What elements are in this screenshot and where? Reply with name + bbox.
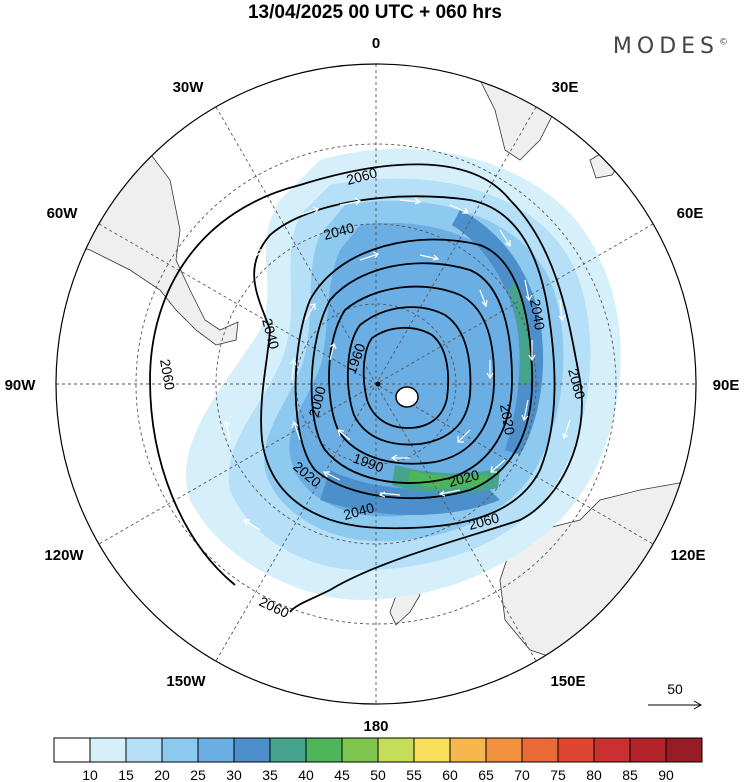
map-title: 13/04/2025 00 UTC + 060 hrs (247, 2, 503, 23)
wind-scale-arrowhead (693, 700, 703, 710)
colorbar-swatch (197, 737, 235, 763)
colorbar-swatch (161, 737, 199, 763)
longitude-labels: 0 30E 60E 90E 120E 150E 180 150W 120W 90… (5, 35, 740, 735)
colorbar-swatch (53, 737, 91, 763)
colorbar-tick-label: 55 (406, 767, 422, 782)
lon-label-150e: 150E (550, 673, 585, 690)
pole-marker (375, 381, 381, 387)
lon-label-120e: 120E (670, 547, 705, 564)
lon-label-180: 180 (363, 718, 388, 735)
map-border (55, 63, 697, 705)
contour-label: 2040 (322, 219, 356, 243)
colorbar-tick-label: 35 (262, 767, 278, 782)
copyright-mark: © (719, 37, 728, 48)
colorbar-tick-label: 80 (586, 767, 602, 782)
lon-label-60e: 60E (677, 205, 704, 222)
colorbar-tick-label: 10 (82, 767, 98, 782)
contour-label: 2040 (342, 499, 376, 523)
colorbar-swatch (125, 737, 163, 763)
colorbar-tick-label: 70 (514, 767, 530, 782)
colorbar-tick-label: 40 (298, 767, 314, 782)
colorbar-tick-label: 30 (226, 767, 242, 782)
brand-text: MODES (612, 34, 719, 59)
contour-label: 2060 (565, 367, 589, 401)
colorbar-swatch (665, 737, 703, 763)
colorbar-tick-label: 20 (154, 767, 170, 782)
colorbar-tick-label: 15 (118, 767, 134, 782)
colorbar-tick-label: 50 (370, 767, 386, 782)
height-contours (149, 163, 583, 613)
lon-label-90w: 90W (5, 377, 37, 394)
lon-label-30w: 30W (173, 79, 205, 96)
colorbar-swatch (629, 737, 667, 763)
brand-logo: MODES© (613, 34, 728, 59)
lon-label-120w: 120W (44, 547, 84, 564)
contour-label: 2040 (259, 317, 283, 351)
contour-label: 2060 (157, 358, 178, 392)
contour-label: 2060 (345, 164, 379, 188)
contour-label: 2000 (305, 384, 329, 418)
colorbar-tick-label: 75 (550, 767, 566, 782)
low-center-ring (395, 386, 419, 408)
colorbar-swatch (269, 737, 307, 763)
colorbar-tick-label: 60 (442, 767, 458, 782)
colorbar-swatch (557, 737, 595, 763)
lon-label-0: 0 (372, 35, 380, 52)
colorbar-tick-label: 45 (334, 767, 350, 782)
colorbar-tick-label: 65 (478, 767, 494, 782)
wind-vectors (223, 197, 571, 531)
lon-label-90e: 90E (713, 377, 740, 394)
colorbar-swatch (521, 737, 559, 763)
colorbar-swatch (305, 737, 343, 763)
wind-scale: 50 (648, 681, 703, 710)
colorbar-swatch (89, 737, 127, 763)
colorbar-swatch (593, 737, 631, 763)
wind-scale-value: 50 (667, 681, 683, 697)
lon-label-30e: 30E (552, 79, 579, 96)
contour-label: 2020 (497, 403, 518, 437)
colorbar-tick-label: 85 (622, 767, 638, 782)
colorbar-swatch (413, 737, 451, 763)
contour-label: 2060 (467, 509, 501, 533)
contour-label: 2040 (527, 298, 548, 332)
lon-label-60w: 60W (47, 205, 79, 222)
colorbar-tick-label: 25 (190, 767, 206, 782)
wind-shading (186, 148, 621, 601)
colorbar-swatch (485, 737, 523, 763)
contour-label: 2020 (447, 466, 481, 490)
colorbar-tick-label: 90 (658, 767, 674, 782)
colorbar-swatch (449, 737, 487, 763)
colorbar-swatch (377, 737, 415, 763)
lon-label-150w: 150W (166, 673, 206, 690)
colorbar-swatch (341, 737, 379, 763)
colorbar-swatch (233, 737, 271, 763)
